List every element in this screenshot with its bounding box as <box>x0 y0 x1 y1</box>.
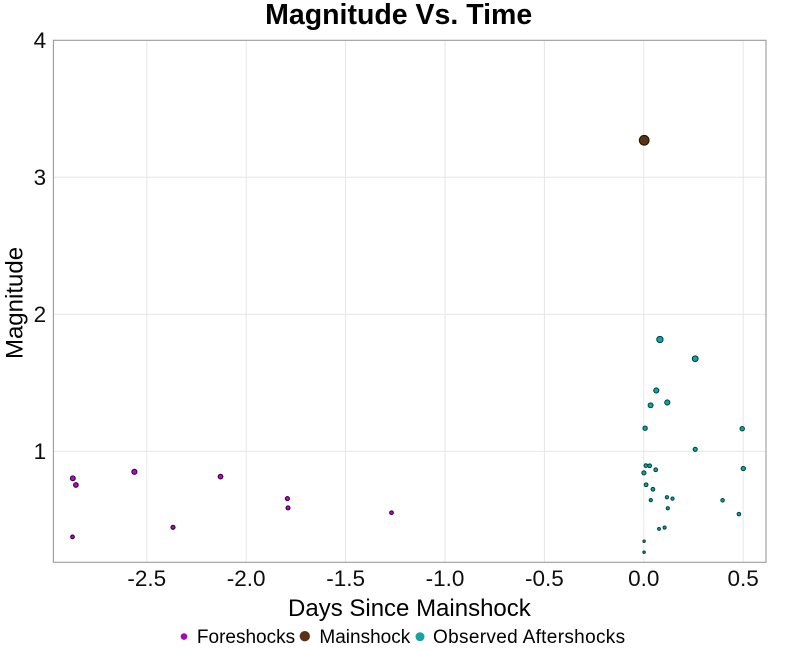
svg-text:Mainshock: Mainshock <box>319 627 410 648</box>
svg-text:Days Since Mainshock: Days Since Mainshock <box>288 595 532 622</box>
svg-text:0.0: 0.0 <box>628 566 659 591</box>
svg-text:0.5: 0.5 <box>728 566 759 591</box>
svg-text:4: 4 <box>34 28 47 53</box>
svg-text:Foreshocks: Foreshocks <box>197 627 295 648</box>
svg-text:Magnitude Vs. Time: Magnitude Vs. Time <box>265 0 532 31</box>
svg-text:-0.5: -0.5 <box>525 566 564 591</box>
svg-text:-2.5: -2.5 <box>127 566 166 591</box>
svg-text:1: 1 <box>34 439 47 464</box>
svg-text:-2.0: -2.0 <box>227 566 266 591</box>
svg-text:-1.5: -1.5 <box>326 566 365 591</box>
svg-text:-1.0: -1.0 <box>426 566 465 591</box>
svg-text:3: 3 <box>34 165 47 190</box>
svg-text:2: 2 <box>34 302 47 327</box>
svg-text:Observed Aftershocks: Observed Aftershocks <box>433 627 625 648</box>
svg-text:Magnitude: Magnitude <box>2 247 29 359</box>
